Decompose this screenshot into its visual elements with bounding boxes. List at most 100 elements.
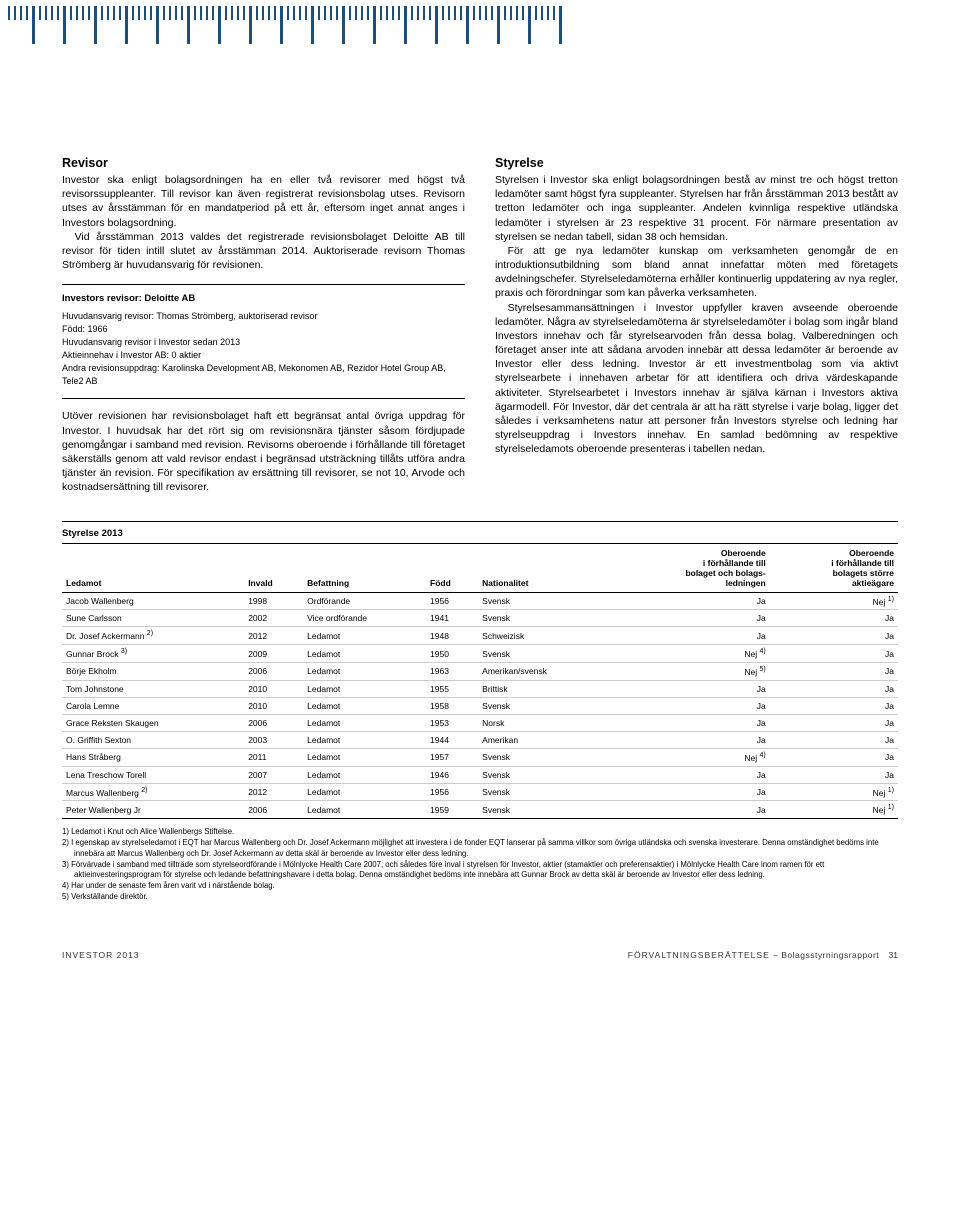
cell-oberoende-1: Ja: [610, 766, 770, 783]
left-column: Revisor Investor ska enligt bolagsordnin…: [62, 156, 465, 507]
th-oberoende-1: Oberoende i förhållande till bolaget och…: [610, 543, 770, 592]
footer-left: INVESTOR 2013: [62, 950, 140, 960]
table-row: O. Griffith Sexton2003Ledamot1944Amerika…: [62, 731, 898, 748]
cell-fodd: 1953: [426, 714, 478, 731]
footnotes: 1) Ledamot i Knut och Alice Wallenbergs …: [62, 827, 898, 902]
cell-ledamot: Peter Wallenberg Jr: [62, 801, 244, 819]
cell-ledamot: Lena Treschow Torell: [62, 766, 244, 783]
cell-befattning: Ledamot: [303, 783, 426, 801]
table-row: Carola Lemne2010Ledamot1958SvenskJaJa: [62, 697, 898, 714]
cell-oberoende-1: Nej 4): [610, 748, 770, 766]
cell-befattning: Ledamot: [303, 627, 426, 645]
th-befattning: Befattning: [303, 543, 426, 592]
cell-ledamot: Tom Johnstone: [62, 680, 244, 697]
cell-invald: 2009: [244, 645, 303, 663]
table-row: Marcus Wallenberg 2)2012Ledamot1956Svens…: [62, 783, 898, 801]
footnote: 2) I egenskap av styrelseledamot i EQT h…: [62, 838, 898, 858]
cell-fodd: 1944: [426, 731, 478, 748]
cell-nationalitet: Brittisk: [478, 680, 610, 697]
decorative-tick-band: [0, 0, 960, 56]
cell-oberoende-2: Nej 1): [770, 801, 898, 819]
auditor-box-line: Huvudansvarig revisor i Investor sedan 2…: [62, 336, 465, 349]
board-table-header-row: Ledamot Invald Befattning Född Nationali…: [62, 543, 898, 592]
cell-fodd: 1958: [426, 697, 478, 714]
cell-fodd: 1948: [426, 627, 478, 645]
th-oberoende-2: Oberoende i förhållande till bolagets st…: [770, 543, 898, 592]
cell-nationalitet: Svensk: [478, 697, 610, 714]
paragraph-styrelse-1: Styrelsen i Investor ska enligt bolagsor…: [495, 173, 898, 244]
cell-nationalitet: Svensk: [478, 748, 610, 766]
cell-befattning: Ledamot: [303, 663, 426, 681]
cell-invald: 2006: [244, 801, 303, 819]
cell-ledamot: Carola Lemne: [62, 697, 244, 714]
table-row: Dr. Josef Ackermann 2)2012Ledamot1948Sch…: [62, 627, 898, 645]
board-table-title: Styrelse 2013: [62, 521, 898, 539]
footnote: 5) Verkställande direktör.: [62, 892, 898, 902]
paragraph-styrelse-3: Styrelsesammansättningen i Investor uppf…: [495, 301, 898, 457]
cell-invald: 2012: [244, 627, 303, 645]
cell-befattning: Ledamot: [303, 697, 426, 714]
cell-oberoende-2: Ja: [770, 627, 898, 645]
table-row: Börje Ekholm2006Ledamot1963Amerikan/sven…: [62, 663, 898, 681]
th-fodd: Född: [426, 543, 478, 592]
footnote: 4) Har under de senaste fem åren varit v…: [62, 881, 898, 891]
cell-invald: 2011: [244, 748, 303, 766]
table-row: Lena Treschow Torell2007Ledamot1946Svens…: [62, 766, 898, 783]
board-table: Ledamot Invald Befattning Född Nationali…: [62, 543, 898, 820]
paragraph-revisor-3: Utöver revisionen har revisionsbolaget h…: [62, 409, 465, 494]
auditor-info-box: Investors revisor: Deloitte AB Huvudansv…: [62, 284, 465, 399]
footnote: 1) Ledamot i Knut och Alice Wallenbergs …: [62, 827, 898, 837]
cell-nationalitet: Svensk: [478, 766, 610, 783]
cell-ledamot: Grace Reksten Skaugen: [62, 714, 244, 731]
cell-oberoende-2: Ja: [770, 663, 898, 681]
cell-oberoende-2: Ja: [770, 714, 898, 731]
cell-invald: 2012: [244, 783, 303, 801]
cell-oberoende-1: Nej 4): [610, 645, 770, 663]
cell-oberoende-1: Ja: [610, 697, 770, 714]
cell-nationalitet: Amerikan: [478, 731, 610, 748]
cell-nationalitet: Svensk: [478, 645, 610, 663]
cell-oberoende-1: Ja: [610, 731, 770, 748]
cell-oberoende-2: Nej 1): [770, 783, 898, 801]
cell-ledamot: Hans Stråberg: [62, 748, 244, 766]
table-row: Sune Carlsson2002Vice ordförande1941Sven…: [62, 610, 898, 627]
cell-oberoende-2: Ja: [770, 645, 898, 663]
paragraph-styrelse-2: För att ge nya ledamöter kunskap om verk…: [495, 244, 898, 301]
cell-oberoende-1: Ja: [610, 680, 770, 697]
cell-ledamot: Sune Carlsson: [62, 610, 244, 627]
heading-revisor: Revisor: [62, 156, 465, 170]
footer-right: FÖRVALTNINGSBERÄTTELSE – Bolagsstyrnings…: [628, 950, 898, 960]
cell-oberoende-1: Ja: [610, 592, 770, 610]
cell-invald: 2010: [244, 680, 303, 697]
two-column-layout: Revisor Investor ska enligt bolagsordnin…: [62, 156, 898, 507]
table-row: Tom Johnstone2010Ledamot1955BrittiskJaJa: [62, 680, 898, 697]
paragraph-revisor-1: Investor ska enligt bolagsordningen ha e…: [62, 173, 465, 230]
cell-befattning: Ledamot: [303, 748, 426, 766]
cell-oberoende-1: Ja: [610, 627, 770, 645]
cell-befattning: Ledamot: [303, 731, 426, 748]
cell-nationalitet: Svensk: [478, 592, 610, 610]
cell-nationalitet: Schweizisk: [478, 627, 610, 645]
footnote: 3) Förvärvade i samband med tillträde so…: [62, 860, 898, 880]
cell-ledamot: Dr. Josef Ackermann 2): [62, 627, 244, 645]
cell-oberoende-2: Ja: [770, 610, 898, 627]
cell-fodd: 1956: [426, 592, 478, 610]
table-row: Gunnar Brock 3)2009Ledamot1950SvenskNej …: [62, 645, 898, 663]
th-ledamot: Ledamot: [62, 543, 244, 592]
cell-oberoende-2: Nej 1): [770, 592, 898, 610]
cell-oberoende-1: Ja: [610, 714, 770, 731]
cell-oberoende-2: Ja: [770, 731, 898, 748]
cell-oberoende-1: Nej 5): [610, 663, 770, 681]
auditor-box-line: Andra revisionsuppdrag: Karolinska Devel…: [62, 362, 465, 388]
cell-nationalitet: Svensk: [478, 801, 610, 819]
footer-section-b: – Bolagsstyrningsrapport: [773, 950, 879, 960]
cell-oberoende-2: Ja: [770, 766, 898, 783]
cell-fodd: 1959: [426, 801, 478, 819]
footer-section-a: FÖRVALTNINGSBERÄTTELSE: [628, 950, 770, 960]
page-content: Revisor Investor ska enligt bolagsordnin…: [0, 56, 960, 990]
cell-befattning: Ordförande: [303, 592, 426, 610]
cell-ledamot: O. Griffith Sexton: [62, 731, 244, 748]
cell-nationalitet: Svensk: [478, 610, 610, 627]
cell-fodd: 1957: [426, 748, 478, 766]
cell-nationalitet: Norsk: [478, 714, 610, 731]
